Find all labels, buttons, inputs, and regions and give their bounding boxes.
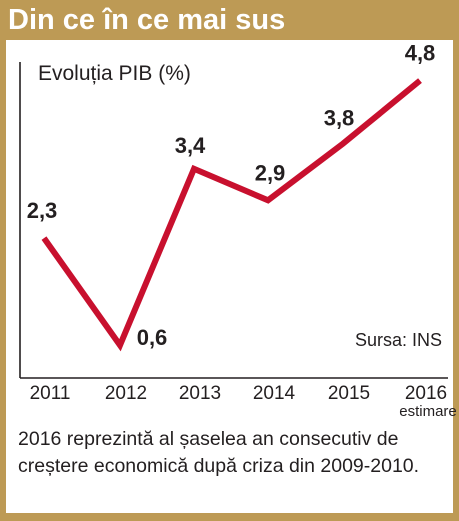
data-label: 3,8 [324, 106, 355, 131]
x-tick-label: 2012 [105, 383, 147, 404]
chart-panel [6, 40, 453, 513]
data-label: 3,4 [175, 133, 206, 158]
data-label: 0,6 [137, 325, 168, 350]
page-title: Din ce în ce mai sus [8, 4, 286, 36]
x-tick-label: 2016 [405, 383, 447, 404]
x-tick-sublabel: estimare [399, 403, 457, 420]
data-label: 2,3 [27, 198, 58, 223]
x-tick-label: 2011 [30, 383, 71, 404]
data-label: 4,8 [405, 41, 436, 66]
x-tick-label: 2013 [179, 383, 221, 404]
footnote: 2016 reprezintă al șaselea an consecutiv… [18, 428, 420, 477]
x-tick-label: 2014 [253, 383, 296, 404]
series-line [41, 78, 422, 352]
x-tick-label: 2015 [328, 383, 370, 404]
chart-title: Evoluția PIB (%) [38, 62, 191, 85]
data-label: 2,9 [255, 160, 286, 185]
source-label: Sursa: INS [355, 330, 442, 350]
